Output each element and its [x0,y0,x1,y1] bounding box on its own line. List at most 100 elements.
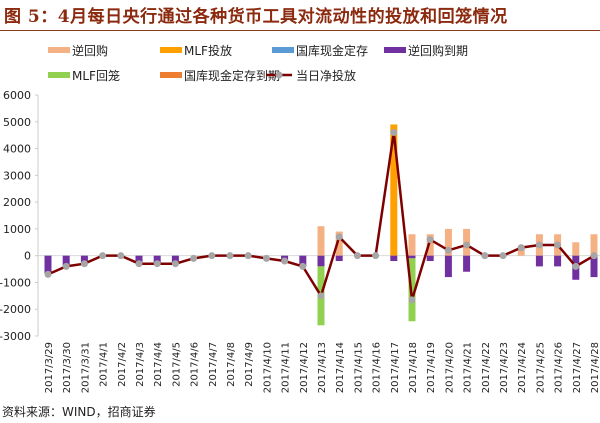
legend-swatch [48,47,70,53]
y-tick-label: 5000 [3,116,31,129]
net-injection-point [153,260,161,268]
x-tick-label: 2017/4/14 [335,342,346,393]
x-tick-label: 2017/4/28 [590,342,600,393]
legend-label: 国库现金定存 [296,43,368,58]
x-tick-label: 2017/4/22 [481,342,492,393]
legend-swatch [160,47,182,53]
legend-label: MLF回笼 [72,68,120,83]
x-tick-label: 2017/4/3 [135,342,146,387]
x-tick-label: 2017/4/4 [153,342,164,387]
net-injection-point [281,257,289,265]
net-injection-point [117,252,125,260]
bar-逆回购到期 [62,255,70,267]
net-injection-point [390,128,398,136]
bar-逆回购到期 [535,255,543,267]
net-injection-point [590,252,598,260]
net-injection-point [62,262,70,270]
net-injection-point [226,252,234,260]
net-injection-point [408,296,416,304]
y-tick-label: -2000 [0,303,31,316]
figure-title: 图 5：4月每日央行通过各种货币工具对流动性的投放和回笼情况 [4,7,508,27]
x-tick-label: 2017/3/29 [44,342,55,393]
title-divider [0,30,600,31]
bar-逆回购 [444,228,452,256]
net-injection-point [463,241,471,249]
legend-swatch [160,72,182,78]
bar-逆回购 [335,231,343,256]
bar-逆回购到期 [444,255,452,278]
legend-label: 逆回购 [72,43,108,58]
legend-label: 当日净投放 [296,68,356,83]
y-tick-label: 6000 [3,89,31,102]
net-injection-point [572,262,580,270]
legend-label: 逆回购到期 [408,43,468,58]
bar-逆回购 [408,234,416,256]
bar-逆回购到期 [80,255,88,264]
x-tick-label: 2017/4/2 [117,342,128,387]
bar-逆回购到期 [408,255,416,259]
net-injection-point [535,241,543,249]
y-tick-label: 4000 [3,143,31,156]
bar-逆回购 [317,226,325,256]
net-injection-point [99,252,107,260]
x-tick-label: 2017/4/9 [244,342,255,387]
x-tick-label: 2017/4/19 [426,342,437,393]
bar-逆回购到期 [153,255,161,264]
y-tick-label: 3000 [3,169,31,182]
bar-逆回购到期 [590,255,598,278]
x-tick-label: 2017/4/25 [535,342,546,393]
chart-svg: 6000 5000 4000 3000 2000 1000 0 -1000 -2000 -3000… [0,43,600,393]
legend-label: 国库现金定存到期 [184,68,280,83]
bar-逆回购 [590,234,598,256]
y-tick-label: 0 [24,250,31,263]
x-tick-label: 2017/4/7 [208,342,219,387]
x-tick-label: 2017/4/11 [281,342,292,393]
net-injection-point [80,260,88,268]
x-tick-label: 2017/4/26 [554,342,565,393]
x-tick-label: 2017/4/23 [499,342,510,393]
net-injection-point [208,252,216,260]
x-tick-label: 2017/4/15 [353,342,364,393]
y-tick-label: -3000 [0,330,31,343]
x-tick-label: 2017/4/24 [517,342,528,393]
x-tick-label: 2017/4/20 [444,342,455,393]
x-tick-label: 2017/3/31 [80,342,91,393]
y-tick-label: 2000 [3,196,31,209]
bar-逆回购 [426,234,434,256]
legend-label: MLF投放 [184,43,232,58]
net-injection-point [317,292,325,300]
net-injection-point [372,252,380,260]
y-tick-label: -1000 [0,276,31,289]
y-tick-label: 1000 [3,223,31,236]
bar-逆回购到期 [44,255,52,275]
net-injection-point [499,252,507,260]
net-injection-point [444,246,452,254]
net-injection-point [190,254,198,262]
net-injection-point [554,241,562,249]
x-tick-label: 2017/4/8 [226,342,237,387]
bar-MLF投放 [390,124,398,256]
bar-逆回购到期 [426,255,434,262]
x-tick-label: 2017/4/18 [408,342,419,393]
legend-swatch [384,47,406,53]
x-tick-label: 2017/4/13 [317,342,328,393]
bar-逆回购到期 [554,255,562,267]
legend-swatch [272,47,294,53]
x-tick-label: 2017/4/12 [299,342,310,393]
bar-逆回购 [572,242,580,256]
x-tick-label: 2017/4/10 [262,342,273,393]
x-tick-label: 2017/4/1 [99,342,110,387]
x-tick-label: 2017/4/17 [390,342,401,393]
net-injection-point [426,236,434,244]
bar-逆回购到期 [171,255,179,264]
source-note: 资料来源：WIND，招商证券 [2,405,156,419]
bar-逆回购到期 [463,255,471,272]
bar-逆回购 [517,247,525,256]
x-tick-label: 2017/4/6 [190,342,201,387]
bar-逆回购到期 [335,255,343,262]
net-injection-point [171,260,179,268]
x-tick-label: 2017/4/27 [572,342,583,393]
bar-逆回购到期 [390,255,398,262]
x-tick-label: 2017/4/5 [171,342,182,387]
